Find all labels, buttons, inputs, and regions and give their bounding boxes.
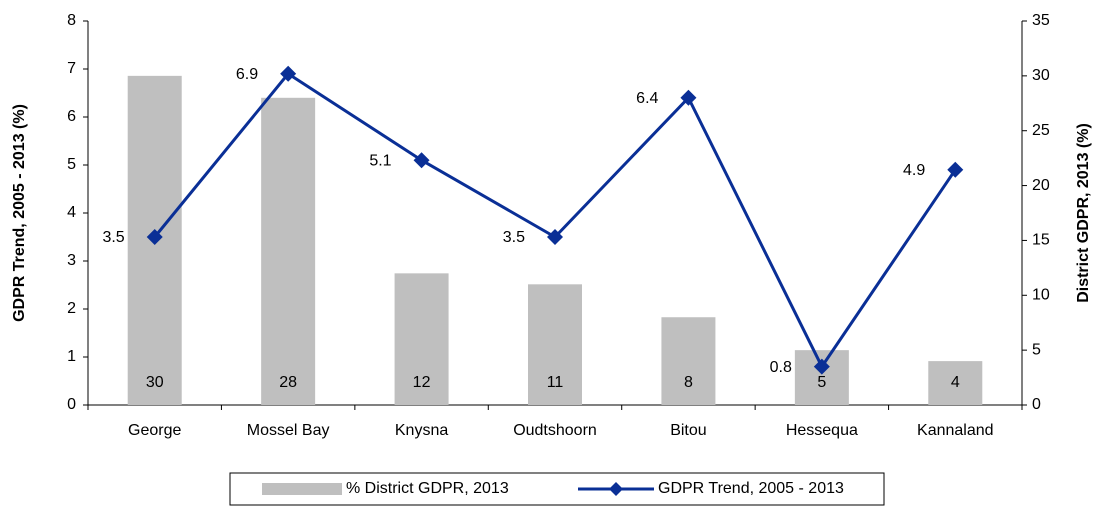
x-tick-label: Bitou xyxy=(670,422,706,439)
y2-tick-label: 0 xyxy=(1032,396,1041,413)
bar xyxy=(928,361,983,405)
x-tick-label: Mossel Bay xyxy=(247,422,330,439)
bar-value-label: 28 xyxy=(279,374,297,391)
legend-swatch xyxy=(262,483,342,495)
y2-tick-label: 5 xyxy=(1032,341,1041,358)
y-tick-label: 8 xyxy=(67,12,76,29)
legend-marker xyxy=(609,482,623,496)
y2-axis-title: District GDPR, 2013 (%) xyxy=(1075,123,1092,303)
line-value-label: 5.1 xyxy=(369,152,391,169)
x-tick-label: Kannaland xyxy=(917,422,994,439)
y-tick-label: 7 xyxy=(67,60,76,77)
bar-value-label: 8 xyxy=(684,374,693,391)
x-tick-label: Hessequa xyxy=(786,422,858,439)
x-tick-label: Knysna xyxy=(395,422,448,439)
bar xyxy=(661,317,716,405)
y2-tick-label: 25 xyxy=(1032,122,1050,139)
y-tick-label: 5 xyxy=(67,156,76,173)
y-tick-label: 4 xyxy=(67,204,76,221)
line-marker xyxy=(947,161,964,178)
line-marker xyxy=(680,89,697,106)
y-tick-label: 1 xyxy=(67,348,76,365)
bar-value-label: 5 xyxy=(817,374,826,391)
x-tick-label: Oudtshoorn xyxy=(513,422,597,439)
bar-value-label: 4 xyxy=(951,374,960,391)
line-marker xyxy=(280,65,297,82)
line-value-label: 6.4 xyxy=(636,90,658,107)
y-axis-title: GDPR Trend, 2005 - 2013 (%) xyxy=(11,104,28,322)
y2-tick-label: 35 xyxy=(1032,12,1050,29)
line-marker xyxy=(547,229,563,245)
line-value-label: 3.5 xyxy=(102,229,124,246)
y2-tick-label: 30 xyxy=(1032,67,1050,84)
line-value-label: 0.8 xyxy=(770,359,792,376)
y-tick-label: 3 xyxy=(67,252,76,269)
bar-value-label: 11 xyxy=(547,374,564,391)
y2-tick-label: 20 xyxy=(1032,177,1050,194)
bar xyxy=(394,273,449,405)
line-marker xyxy=(813,358,830,375)
line-value-label: 6.9 xyxy=(236,66,258,83)
line-marker xyxy=(146,229,163,245)
bar xyxy=(261,97,316,406)
legend-label: GDPR Trend, 2005 - 2013 xyxy=(658,480,844,497)
legend-label: % District GDPR, 2013 xyxy=(346,480,509,497)
line-value-label: 4.9 xyxy=(903,162,925,179)
line-value-label: 3.5 xyxy=(503,229,525,246)
bar-value-label: 12 xyxy=(413,374,431,391)
y-tick-label: 2 xyxy=(67,300,76,317)
bar-value-label: 30 xyxy=(146,374,164,391)
line-marker xyxy=(413,152,430,169)
y2-tick-label: 15 xyxy=(1032,232,1050,249)
x-tick-label: George xyxy=(128,422,181,439)
y-tick-label: 6 xyxy=(67,108,76,125)
bar xyxy=(528,284,582,405)
y-tick-label: 0 xyxy=(67,396,76,413)
y2-tick-label: 10 xyxy=(1032,287,1050,304)
